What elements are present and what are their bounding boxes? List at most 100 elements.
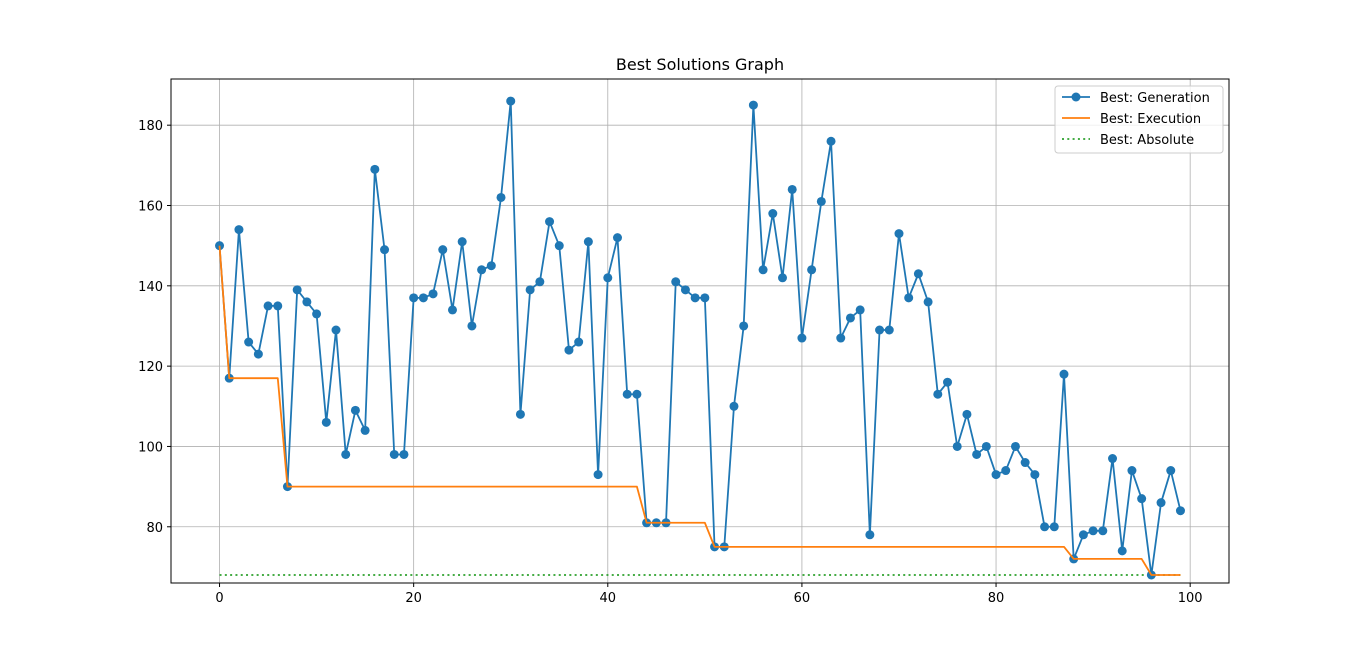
data-point — [477, 265, 487, 275]
data-point — [632, 389, 642, 399]
data-point — [787, 184, 797, 194]
data-point — [845, 313, 855, 323]
y-tick-label: 120 — [138, 360, 163, 375]
data-point — [428, 289, 438, 299]
legend-label: Best: Execution — [1100, 112, 1201, 127]
data-point — [1137, 494, 1147, 504]
data-point — [1001, 466, 1011, 476]
data-point — [1175, 506, 1185, 516]
data-point — [253, 349, 263, 359]
data-point — [894, 229, 904, 239]
data-point — [943, 377, 953, 387]
data-point — [418, 293, 428, 303]
data-point — [545, 217, 555, 227]
y-tick-label: 100 — [138, 440, 163, 455]
data-point — [263, 301, 273, 311]
data-point — [913, 269, 923, 279]
data-point — [515, 409, 525, 419]
data-point — [884, 325, 894, 335]
data-point — [1117, 546, 1127, 556]
data-point — [1010, 441, 1020, 451]
data-point — [1030, 470, 1040, 480]
data-point — [1078, 530, 1088, 540]
y-tick-label: 180 — [138, 119, 163, 134]
data-point — [991, 470, 1001, 480]
data-point — [331, 325, 341, 335]
data-point — [972, 449, 982, 459]
grid-lines — [171, 79, 1229, 583]
data-point — [467, 321, 477, 331]
legend-label: Best: Generation — [1100, 91, 1210, 106]
y-tick-label: 140 — [138, 280, 163, 295]
data-point — [748, 100, 758, 110]
data-point — [583, 237, 593, 247]
y-tick-label: 80 — [146, 521, 163, 536]
data-point — [447, 305, 457, 315]
data-point — [593, 470, 603, 480]
data-point — [525, 285, 535, 295]
x-tick-label: 60 — [794, 591, 811, 606]
data-point — [816, 196, 826, 206]
data-point — [739, 321, 749, 331]
x-tick-label: 0 — [215, 591, 223, 606]
data-point — [244, 337, 254, 347]
data-point — [729, 401, 739, 411]
axis-ticks: 0 20 40 60 80 100 80 100 120 140 160 180 — [138, 119, 1202, 606]
data-point — [389, 449, 399, 459]
data-point — [1108, 454, 1118, 464]
data-point — [399, 449, 409, 459]
legend-box — [1054, 85, 1224, 154]
data-point — [952, 441, 962, 451]
data-point — [1156, 498, 1166, 508]
data-point — [564, 345, 574, 355]
data-point — [923, 297, 933, 307]
data-point — [1020, 458, 1030, 468]
data-point — [302, 297, 312, 307]
data-point — [292, 285, 302, 295]
legend: Best: Generation Best: Execution Best: Abs… — [1054, 85, 1224, 154]
data-point — [1049, 522, 1059, 532]
x-tick-label: 100 — [1178, 591, 1203, 606]
x-tick-label: 20 — [405, 591, 422, 606]
data-point — [554, 241, 564, 251]
data-point — [612, 233, 622, 243]
data-point — [574, 337, 584, 347]
data-point — [622, 389, 632, 399]
data-point — [603, 273, 613, 283]
x-tick-label: 40 — [600, 591, 617, 606]
data-point — [360, 425, 370, 435]
data-point — [535, 277, 545, 287]
data-point — [1127, 466, 1137, 476]
data-point — [778, 273, 788, 283]
series-line-best-generation — [218, 100, 1182, 576]
data-point — [807, 265, 817, 275]
data-point — [273, 301, 283, 311]
data-point — [350, 405, 360, 415]
data-point — [370, 164, 380, 174]
data-point — [409, 293, 419, 303]
data-point — [1059, 369, 1069, 379]
data-point — [457, 237, 467, 247]
data-point — [933, 389, 943, 399]
data-point — [797, 333, 807, 343]
plot-frame — [170, 78, 1230, 584]
chart-title: Best Solutions Graph — [616, 55, 784, 74]
legend-marker — [1071, 92, 1081, 102]
data-point — [312, 309, 322, 319]
data-point — [981, 441, 991, 451]
data-point — [438, 245, 448, 255]
data-point — [234, 225, 244, 235]
data-point — [506, 96, 516, 106]
data-point — [380, 245, 390, 255]
legend-label: Best: Absolute — [1100, 133, 1194, 148]
series-line-best-execution — [218, 245, 1181, 576]
data-point — [1088, 526, 1098, 536]
data-point — [321, 417, 331, 427]
data-point — [836, 333, 846, 343]
data-point — [671, 277, 681, 287]
data-point — [496, 192, 506, 202]
data-point — [758, 265, 768, 275]
x-tick-label: 80 — [988, 591, 1005, 606]
data-point — [855, 305, 865, 315]
